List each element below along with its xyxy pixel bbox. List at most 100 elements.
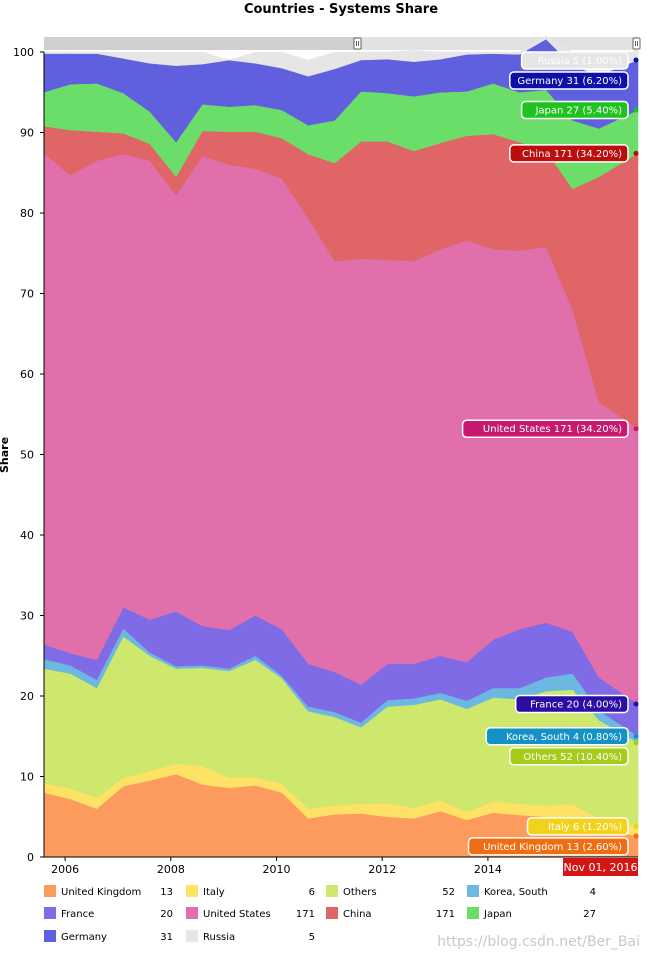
legend[interactable]: United Kingdom 13 Italy 6 Others 52 Korea, Sou… <box>44 885 596 943</box>
legend-swatch <box>186 885 198 897</box>
legend-value: 6 <box>309 887 315 898</box>
legend-value: 171 <box>296 909 315 920</box>
y-tick-label: 40 <box>20 529 34 542</box>
legend-value: 52 <box>442 887 455 898</box>
value-label-box <box>467 837 629 856</box>
value-label-text: France 20 (4.00%) <box>530 700 622 711</box>
value-label-germany: Germany 31 (6.20%) <box>509 71 629 90</box>
value-label-text: China 171 (34.20%) <box>522 149 622 160</box>
legend-swatch <box>186 930 198 942</box>
series-value-labels: Russia 5 (1.00%) Germany 31 (6.20%) Japan … <box>461 49 639 856</box>
scrollbar-left-handle[interactable] <box>353 37 362 50</box>
legend-item-russia[interactable]: Russia 5 <box>186 930 315 943</box>
legend-label: China <box>343 909 372 920</box>
value-label-box <box>514 694 629 714</box>
axes-layer: 0 10 20 30 40 50 60 70 80 90 100 2006 2008 2010 2012 20… <box>13 46 638 876</box>
chart-title: Countries - Systems Share <box>244 2 438 17</box>
value-marker-germany <box>633 57 639 63</box>
legend-label: Russia <box>203 932 235 943</box>
value-marker-japan <box>633 107 639 113</box>
legend-label: United States <box>203 909 271 920</box>
value-marker-united-kingdom <box>633 833 639 839</box>
scrollbar-thumb[interactable] <box>44 37 358 50</box>
watermark: https://blog.csdn.net/Ber_Bai <box>437 934 640 950</box>
legend-swatch <box>467 885 479 897</box>
legend-item-japan[interactable]: Japan 27 <box>467 907 596 920</box>
legend-label: Korea, South <box>484 887 548 898</box>
legend-value: 20 <box>160 909 173 920</box>
legend-value: 4 <box>590 887 596 898</box>
y-tick-label: 90 <box>20 127 34 140</box>
value-label-china: China 171 (34.20%) <box>509 144 629 163</box>
legend-item-korea-south[interactable]: Korea, South 4 <box>467 885 596 898</box>
legend-item-united-kingdom[interactable]: United Kingdom 13 <box>44 885 173 898</box>
value-label-text: United States 171 (34.20%) <box>483 424 622 435</box>
value-label-text: Germany 31 (6.20%) <box>517 76 622 87</box>
cursor-date-label: Nov 01, 2016 <box>564 861 638 874</box>
y-axis-label: Share <box>0 437 11 473</box>
value-label-box <box>520 51 629 70</box>
legend-label: United Kingdom <box>61 887 141 898</box>
x-tick-label: 2014 <box>474 863 502 876</box>
value-label-united-kingdom: United Kingdom 13 (2.60%) <box>467 837 629 856</box>
value-label-box <box>509 71 629 90</box>
value-marker-russia <box>633 49 639 55</box>
range-scrollbar[interactable] <box>44 37 641 50</box>
y-tick-label: 30 <box>20 610 34 623</box>
value-marker-korea-south <box>633 733 639 739</box>
value-marker-italy <box>633 823 639 829</box>
value-marker-france <box>633 701 639 707</box>
value-label-united-states: United States 171 (34.20%) <box>461 419 629 438</box>
value-label-text: Italy 6 (1.20%) <box>548 822 622 833</box>
value-label-text: Japan 27 (5.40%) <box>534 105 622 116</box>
value-label-text: Korea, South 4 (0.80%) <box>506 732 622 743</box>
legend-swatch <box>186 907 198 919</box>
legend-swatch <box>44 930 56 942</box>
cursor-date-badge <box>563 858 638 876</box>
y-tick-label: 50 <box>20 449 34 462</box>
x-tick-label: 2012 <box>368 863 396 876</box>
legend-item-united-states[interactable]: United States 171 <box>186 907 315 920</box>
legend-value: 5 <box>309 932 315 943</box>
area-series-layer <box>43 35 639 858</box>
value-label-box <box>520 100 629 120</box>
legend-value: 31 <box>160 932 173 943</box>
x-tick-label: 2008 <box>157 863 185 876</box>
value-label-russia: Russia 5 (1.00%) <box>520 51 629 70</box>
legend-swatch <box>326 885 338 897</box>
value-label-box <box>485 727 629 746</box>
legend-item-germany[interactable]: Germany 31 <box>44 930 173 943</box>
value-marker-united-states <box>633 426 639 432</box>
legend-label: France <box>61 909 94 920</box>
legend-label: Japan <box>483 909 512 920</box>
value-label-others: Others 52 (10.40%) <box>509 747 629 766</box>
y-tick-label: 60 <box>20 368 34 381</box>
legend-item-france[interactable]: France 20 <box>44 907 173 920</box>
legend-item-italy[interactable]: Italy 6 <box>186 885 315 898</box>
scrollbar-right-handle[interactable] <box>632 37 641 50</box>
legend-item-china[interactable]: China 171 <box>326 907 455 920</box>
value-label-france: France 20 (4.00%) <box>514 694 629 714</box>
y-tick-label: 10 <box>20 771 34 784</box>
legend-item-others[interactable]: Others 52 <box>326 885 455 898</box>
y-tick-label: 0 <box>27 851 34 864</box>
value-label-box <box>509 747 629 766</box>
value-label-text: Others 52 (10.40%) <box>523 752 622 763</box>
cursor-indicator: Nov 01, 2016 <box>563 858 638 876</box>
legend-swatch <box>467 907 479 919</box>
y-tick-label: 80 <box>20 207 34 220</box>
legend-label: Others <box>343 887 377 898</box>
x-tick-label: 2006 <box>51 863 79 876</box>
y-tick-label: 20 <box>20 690 34 703</box>
y-tick-label: 100 <box>13 46 34 59</box>
y-tick-label: 70 <box>20 288 34 301</box>
value-label-japan: Japan 27 (5.40%) <box>520 100 629 120</box>
legend-label: Germany <box>61 932 107 943</box>
value-label-box <box>526 817 629 836</box>
value-marker-china <box>633 150 639 156</box>
value-label-korea-south: Korea, South 4 (0.80%) <box>485 727 629 746</box>
value-label-italy: Italy 6 (1.20%) <box>526 817 629 836</box>
legend-value: 27 <box>583 909 596 920</box>
